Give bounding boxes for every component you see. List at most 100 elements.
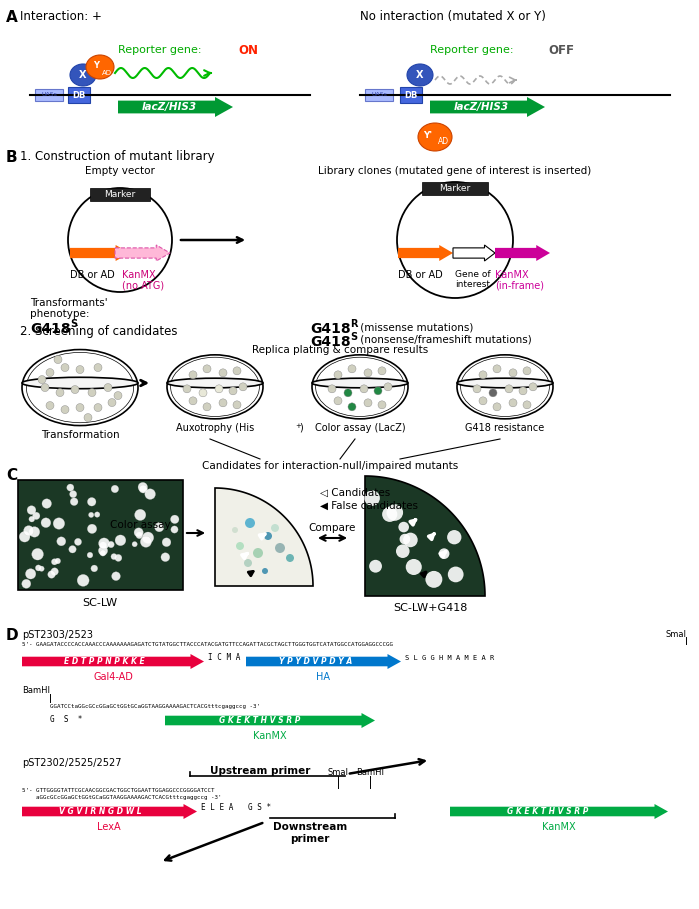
Ellipse shape [312, 355, 408, 419]
Circle shape [108, 542, 114, 548]
Circle shape [439, 548, 449, 559]
Circle shape [104, 384, 112, 392]
Circle shape [219, 399, 227, 407]
Text: DB: DB [72, 91, 86, 99]
Circle shape [115, 534, 126, 545]
Ellipse shape [171, 357, 259, 416]
Circle shape [99, 546, 108, 555]
Circle shape [52, 559, 57, 564]
Text: HA: HA [316, 672, 330, 682]
Text: E L E A: E L E A [201, 804, 233, 813]
Text: Y P Y D V P D Y A: Y P Y D V P D Y A [279, 657, 352, 666]
Polygon shape [365, 476, 485, 596]
Circle shape [161, 553, 170, 562]
Circle shape [360, 385, 368, 393]
Text: KanMX: KanMX [253, 731, 287, 741]
Circle shape [328, 385, 336, 393]
Circle shape [33, 512, 40, 520]
Text: G418: G418 [310, 322, 351, 336]
Polygon shape [115, 245, 170, 261]
Circle shape [509, 369, 517, 377]
Circle shape [334, 397, 342, 405]
Text: I C M A: I C M A [208, 654, 240, 663]
Circle shape [447, 530, 461, 544]
Circle shape [334, 371, 342, 379]
Circle shape [135, 509, 146, 521]
Text: AD: AD [438, 136, 449, 145]
Text: (in-frame): (in-frame) [495, 280, 544, 290]
Text: KanMX: KanMX [495, 270, 528, 280]
Circle shape [215, 385, 223, 393]
Text: (no ATG): (no ATG) [122, 280, 164, 290]
Circle shape [374, 387, 382, 395]
Circle shape [41, 384, 49, 392]
Circle shape [348, 403, 356, 411]
Ellipse shape [407, 64, 433, 86]
Polygon shape [118, 97, 233, 117]
Circle shape [275, 543, 285, 553]
Circle shape [529, 383, 537, 391]
Text: Color assay (LacZ): Color assay (LacZ) [315, 423, 405, 433]
Circle shape [162, 538, 171, 546]
Polygon shape [22, 804, 197, 819]
Circle shape [61, 405, 69, 414]
Text: G  S  *: G S * [50, 715, 82, 724]
Ellipse shape [316, 357, 405, 416]
Text: UASs: UASs [371, 93, 387, 97]
Text: Reporter gene:: Reporter gene: [118, 45, 205, 55]
Polygon shape [453, 245, 495, 261]
Circle shape [189, 371, 197, 379]
Ellipse shape [167, 355, 263, 419]
Ellipse shape [86, 55, 114, 79]
Circle shape [69, 545, 76, 553]
Circle shape [264, 532, 272, 540]
Bar [422, 182, 488, 195]
Text: SmaI: SmaI [665, 630, 686, 639]
Circle shape [114, 392, 122, 400]
Circle shape [53, 518, 64, 529]
Ellipse shape [457, 378, 553, 388]
Circle shape [76, 365, 84, 374]
Circle shape [145, 489, 155, 499]
Bar [365, 89, 393, 101]
Text: Candidates for interaction-null/impaired mutants: Candidates for interaction-null/impaired… [202, 461, 458, 471]
Ellipse shape [22, 350, 138, 425]
Text: Gal4-AD: Gal4-AD [93, 672, 133, 682]
Text: phenotype:: phenotype: [30, 309, 89, 319]
Text: LexA: LexA [97, 822, 121, 832]
Text: UASs: UASs [41, 93, 57, 97]
Circle shape [245, 518, 255, 528]
Text: Replica plating & compare results: Replica plating & compare results [252, 345, 428, 355]
Text: Transformation: Transformation [41, 430, 120, 440]
Text: 5'- GAAGATACCCCACCAAACCCAAAAAAAGAGATCTGTATGGCTTACCCATACGATGTTCCAGATTACGCTAGCTTGG: 5'- GAAGATACCCCACCAAACCCAAAAAAAGAGATCTGT… [22, 642, 393, 647]
Circle shape [31, 548, 43, 560]
Text: KanMX: KanMX [542, 822, 576, 832]
Circle shape [22, 579, 31, 588]
Circle shape [108, 398, 116, 406]
Circle shape [29, 526, 40, 537]
Circle shape [189, 397, 197, 405]
Circle shape [100, 542, 106, 549]
Circle shape [384, 383, 392, 391]
Text: SmaI: SmaI [328, 768, 349, 777]
Circle shape [39, 566, 44, 572]
Text: G418: G418 [310, 335, 351, 349]
Circle shape [38, 375, 46, 384]
Circle shape [387, 504, 403, 521]
Circle shape [46, 368, 54, 376]
Polygon shape [215, 488, 313, 586]
Circle shape [94, 512, 100, 517]
Circle shape [99, 538, 110, 549]
Text: OFF: OFF [548, 44, 574, 56]
Circle shape [84, 414, 92, 422]
Circle shape [426, 571, 442, 588]
Circle shape [89, 513, 94, 517]
Circle shape [203, 403, 211, 411]
Circle shape [29, 516, 35, 522]
Circle shape [232, 527, 238, 533]
Circle shape [140, 536, 152, 547]
Circle shape [24, 525, 34, 536]
Text: DB or AD: DB or AD [70, 270, 115, 280]
Text: interest: interest [455, 280, 490, 289]
Text: 1. Construction of mutant library: 1. Construction of mutant library [20, 150, 215, 163]
